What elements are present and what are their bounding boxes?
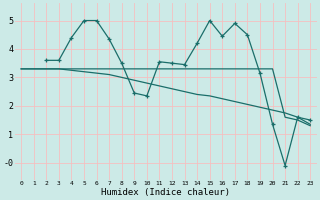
X-axis label: Humidex (Indice chaleur): Humidex (Indice chaleur) xyxy=(101,188,230,197)
